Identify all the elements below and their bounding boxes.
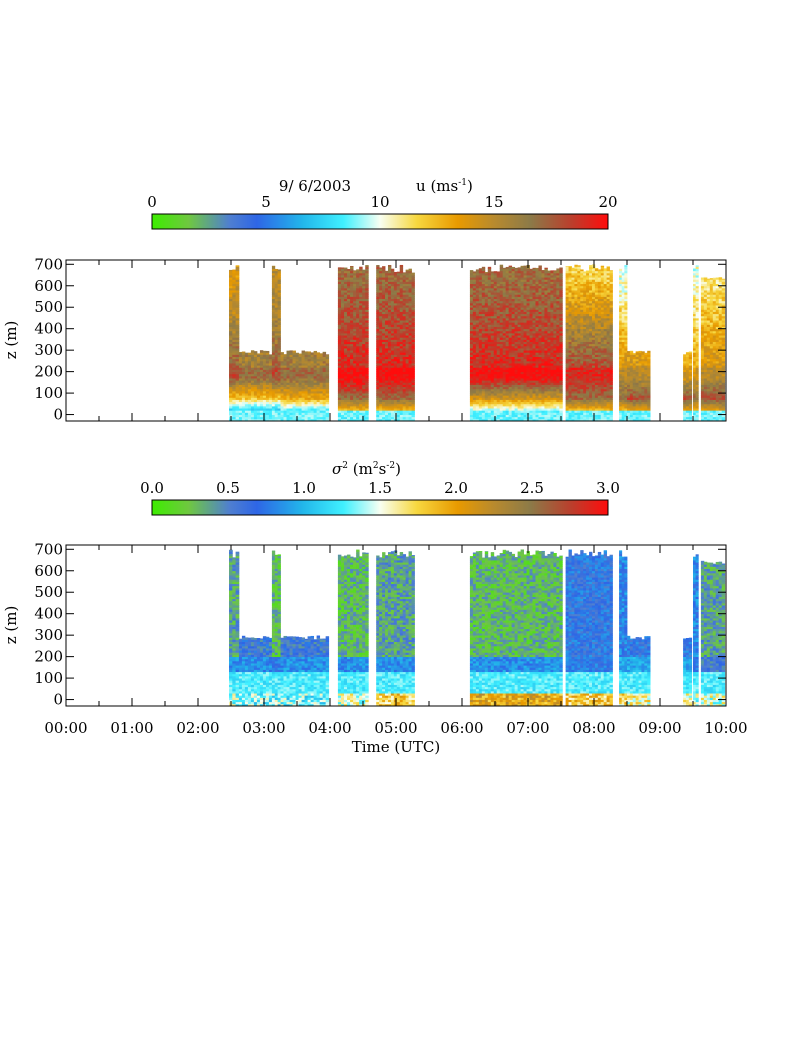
colorbar-tick-label: 10: [370, 193, 389, 211]
colorbar-tick-label: 5: [261, 193, 271, 211]
heatmap-cell: [350, 266, 353, 267]
heatmap-cell: [320, 353, 323, 355]
heatmap-cell: [232, 270, 236, 272]
heatmap-cell: [400, 265, 403, 267]
heatmap-cell: [263, 351, 266, 353]
heatmap-cell: [482, 267, 485, 269]
heatmap-cell: [341, 267, 344, 269]
heatmap-cell: [409, 269, 412, 271]
colorbar-tick-label: 15: [484, 193, 503, 211]
heatmap-cell: [353, 270, 356, 271]
heatmap-cell: [347, 269, 350, 271]
heatmap-cell: [535, 268, 538, 269]
colorbar-tick-label: 0: [147, 193, 157, 211]
colorbar-tick-label: 20: [598, 193, 617, 211]
heatmap-cell: [521, 266, 524, 267]
heatmap-cell: [245, 353, 248, 355]
heatmap-cell: [356, 269, 359, 271]
heatmap-cell: [394, 272, 397, 273]
heatmap-cell: [524, 266, 527, 267]
heatmap-cell: [323, 352, 326, 353]
heatmap-cell: [362, 270, 365, 271]
heatmap-cell: [479, 268, 482, 269]
heatmap-cell: [506, 267, 509, 269]
date-title: 9/ 6/2003: [279, 177, 351, 195]
u-colorbar: [152, 214, 608, 229]
heatmap-cell: [251, 350, 254, 352]
heatmap-cell: [470, 270, 473, 271]
heatmap-cell: [275, 269, 278, 271]
heatmap-cell: [397, 272, 400, 274]
heatmap-cell: [317, 352, 320, 355]
heatmap-cell: [497, 271, 500, 273]
heatmap-cell: [391, 269, 394, 271]
heatmap-cell: [491, 271, 494, 273]
heatmap-cell: [379, 267, 382, 269]
heatmap-cell: [473, 271, 476, 273]
heatmap-cell: [365, 265, 368, 267]
heatmap-cell: [476, 269, 479, 271]
heatmap-cell: [287, 351, 290, 353]
heatmap-cell: [299, 354, 302, 355]
heatmap-cell: [278, 269, 281, 271]
heatmap-cell: [326, 354, 329, 355]
heatmap-cell: [314, 351, 317, 353]
heatmap-cell: [533, 268, 536, 269]
heatmap-cell: [530, 269, 533, 271]
heatmap-cell: [242, 352, 245, 353]
heatmap-cell: [500, 265, 503, 267]
heatmap-cell: [248, 353, 251, 355]
heatmap-cell: [541, 270, 544, 271]
heatmap-cell: [550, 270, 553, 271]
heatmap-cell: [512, 267, 515, 269]
heatmap-cell: [344, 268, 347, 269]
heatmap-cell: [509, 266, 512, 267]
heatmap-cell: [311, 352, 314, 354]
heatmap-cell: [485, 272, 488, 273]
heatmap-cell: [538, 265, 541, 266]
heatmap-cell: [403, 272, 406, 273]
heatmap-cell: [412, 273, 415, 274]
heatmap-cell: [296, 353, 299, 355]
heatmap-cell: [406, 270, 409, 271]
heatmap-cell: [544, 268, 547, 269]
heatmap-cell: [338, 267, 341, 269]
heatmap-cell: [239, 352, 242, 353]
heatmap-cell: [293, 351, 296, 353]
heatmap-cell: [515, 268, 518, 269]
heatmap-cell: [308, 351, 311, 352]
heatmap-cell: [229, 270, 233, 271]
heatmap-cell: [305, 351, 308, 352]
heatmap-cell: [260, 350, 263, 353]
heatmap-cell: [388, 265, 391, 267]
heatmap-cell: [503, 268, 506, 269]
heatmap-cell: [385, 271, 388, 273]
heatmap-cell: [272, 266, 275, 267]
heatmap-cell: [254, 351, 257, 353]
heatmap-cell: [376, 265, 379, 267]
u-heatmap-cells: [229, 264, 725, 421]
heatmap-cell: [236, 265, 240, 267]
heatmap-cell: [284, 354, 287, 355]
heatmap-cell: [281, 352, 284, 353]
heatmap-cell: [382, 266, 385, 267]
heatmap-cell: [488, 267, 491, 269]
heatmap-cell: [518, 267, 521, 269]
heatmap-cell: [359, 267, 362, 269]
heatmap-cell: [290, 350, 293, 352]
heatmap-cell: [494, 271, 497, 273]
heatmap-cell: [266, 351, 269, 353]
u-colorbar-tick-labels: 0 5 10 15 20: [147, 193, 617, 211]
heatmap-cell: [302, 351, 305, 353]
u-colorbar-label: u (ms-1): [416, 177, 473, 195]
heatmap-cell: [257, 353, 260, 354]
